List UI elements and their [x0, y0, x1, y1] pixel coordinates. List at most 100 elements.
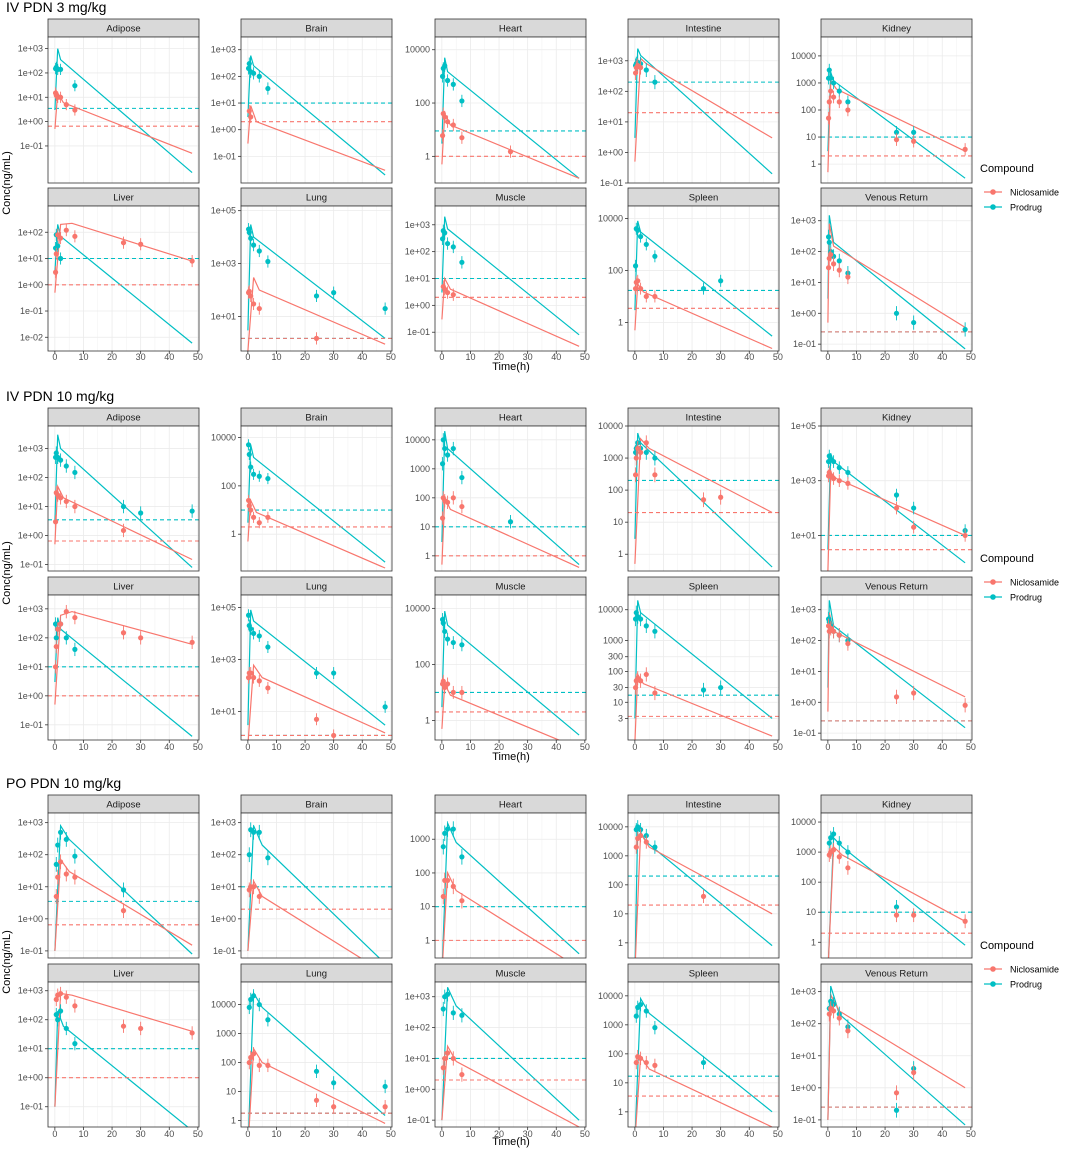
y-tick-label: 1 — [618, 549, 623, 559]
y-tick-label: 10 — [420, 902, 430, 912]
panel-border — [627, 36, 780, 184]
panel-border — [627, 205, 780, 352]
observed-point-niclosamide — [845, 1028, 851, 1034]
model-line-prodrug — [441, 610, 580, 736]
observed-point-niclosamide — [63, 498, 69, 505]
panel-strip-label: Muscle — [495, 582, 525, 593]
observed-point-niclosamide — [637, 1055, 644, 1061]
y-tick-label: 1e+01 — [211, 312, 236, 322]
observed-point-niclosamide — [632, 684, 639, 691]
observed-point-prodrug — [248, 464, 254, 470]
observed-point-niclosamide — [637, 449, 644, 456]
observed-point-niclosamide — [250, 301, 257, 307]
y-tick-label: 1e+01 — [18, 254, 43, 264]
observed-point-niclosamide — [72, 503, 78, 510]
observed-point-prodrug — [444, 991, 451, 997]
observed-point-niclosamide — [53, 893, 59, 900]
panel-data — [48, 823, 199, 955]
x-tick-label: 30 — [909, 1129, 919, 1139]
observed-point-niclosamide — [911, 912, 917, 918]
observed-point-niclosamide — [440, 1065, 446, 1071]
y-tick-label: 1e+05 — [211, 206, 236, 216]
observed-point-niclosamide — [700, 497, 707, 503]
observed-point-niclosamide — [444, 1050, 451, 1056]
observed-point-niclosamide — [245, 675, 252, 681]
panel-strip-label: Brain — [305, 413, 327, 424]
y-tick-label: 1e+03 — [791, 216, 816, 226]
observed-point-prodrug — [643, 67, 649, 73]
panel-data — [48, 604, 199, 737]
observed-point-prodrug — [52, 621, 59, 627]
observed-point-prodrug — [836, 465, 842, 471]
observed-point-niclosamide — [633, 844, 639, 850]
panel-background — [241, 37, 392, 183]
x-tick-label: 50 — [386, 1129, 396, 1139]
y-tick-label: 10000 — [598, 822, 623, 832]
panel-background — [628, 37, 779, 183]
observed-point-niclosamide — [138, 241, 144, 247]
panel-background — [48, 206, 199, 351]
panel-liver: Liver 1e-01 1e+00 1e+01 1e+02 1e+03 0 10 20 30 40 5… — [18, 963, 203, 1139]
panel-liver: Liver 1e-01 1e+00 1e+01 1e+02 1e+03 0 10 20 30 40 5… — [18, 576, 203, 752]
panel-kidney: Kidney 1 10 100 1000 10000 — [791, 18, 973, 184]
y-tick-label: 1000 — [603, 1020, 623, 1030]
observed-point-niclosamide — [256, 305, 262, 312]
x-tick-label: 10 — [658, 352, 668, 362]
observed-point-prodrug — [893, 1107, 900, 1113]
observed-point-niclosamide — [450, 122, 456, 128]
panel-kidney: Kidney 1e+01 1e+03 1e+05 — [791, 407, 973, 572]
panel-adipose: Adipose 1e-01 1e+00 1e+01 1e+02 1e+03 — [18, 407, 200, 572]
x-tick-label: 50 — [773, 742, 783, 752]
panel-data — [241, 55, 392, 176]
x-tick-label: 50 — [773, 1129, 783, 1139]
y-tick-label: 1 — [425, 151, 430, 161]
y-tick-label: 1 — [425, 715, 430, 725]
observed-point-niclosamide — [72, 614, 78, 621]
observed-point-niclosamide — [845, 640, 851, 647]
panel-data — [628, 600, 779, 740]
panel-border — [820, 205, 973, 352]
observed-point-prodrug — [459, 642, 465, 648]
observed-point-prodrug — [248, 996, 254, 1003]
panel-border — [434, 812, 587, 959]
panel-brain: Brain 1 100 10000 — [211, 407, 393, 572]
observed-point-niclosamide — [63, 102, 69, 108]
model-line-niclosamide — [247, 879, 362, 958]
observed-point-prodrug — [830, 80, 837, 86]
observed-point-prodrug — [331, 1080, 337, 1086]
x-tick-label: 30 — [136, 742, 146, 752]
y-tick-label: 1e+03 — [211, 45, 236, 55]
observed-point-prodrug — [826, 239, 832, 245]
observed-point-prodrug — [120, 887, 127, 893]
legend-key-dot — [990, 594, 996, 600]
observed-point-prodrug — [250, 993, 257, 999]
x-tick-label: 20 — [880, 1129, 890, 1139]
observed-point-prodrug — [313, 293, 320, 299]
y-tick-label: 1e-02 — [20, 332, 43, 342]
observed-point-prodrug — [718, 278, 724, 284]
panel-strip-label: Intestine — [686, 413, 722, 424]
model-line-prodrug — [634, 996, 773, 1127]
x-tick-label: 20 — [687, 352, 697, 362]
observed-point-niclosamide — [313, 335, 320, 341]
x-tick-label: 0 — [632, 1129, 637, 1139]
observed-point-prodrug — [439, 73, 446, 79]
observed-point-prodrug — [836, 840, 842, 846]
observed-point-prodrug — [700, 687, 707, 693]
panel-strip-label: Brain — [305, 800, 327, 811]
panel-background — [48, 595, 199, 740]
observed-point-niclosamide — [442, 114, 448, 120]
panel-strip-label: Lung — [306, 193, 327, 204]
panel-border — [434, 425, 587, 572]
observed-point-prodrug — [265, 1017, 271, 1023]
observed-point-prodrug — [700, 1059, 707, 1066]
observed-point-niclosamide — [962, 532, 968, 539]
model-line-niclosamide — [54, 222, 193, 293]
observed-point-prodrug — [256, 473, 262, 479]
observed-point-niclosamide — [450, 495, 456, 501]
y-tick-label: 1e+01 — [405, 1053, 430, 1063]
observed-point-niclosamide — [331, 1104, 337, 1110]
panel-background — [628, 982, 779, 1127]
panel-brain: Brain 1e-01 1e+00 1e+01 1e+02 1e+03 — [211, 18, 393, 184]
observed-point-niclosamide — [382, 1104, 388, 1110]
